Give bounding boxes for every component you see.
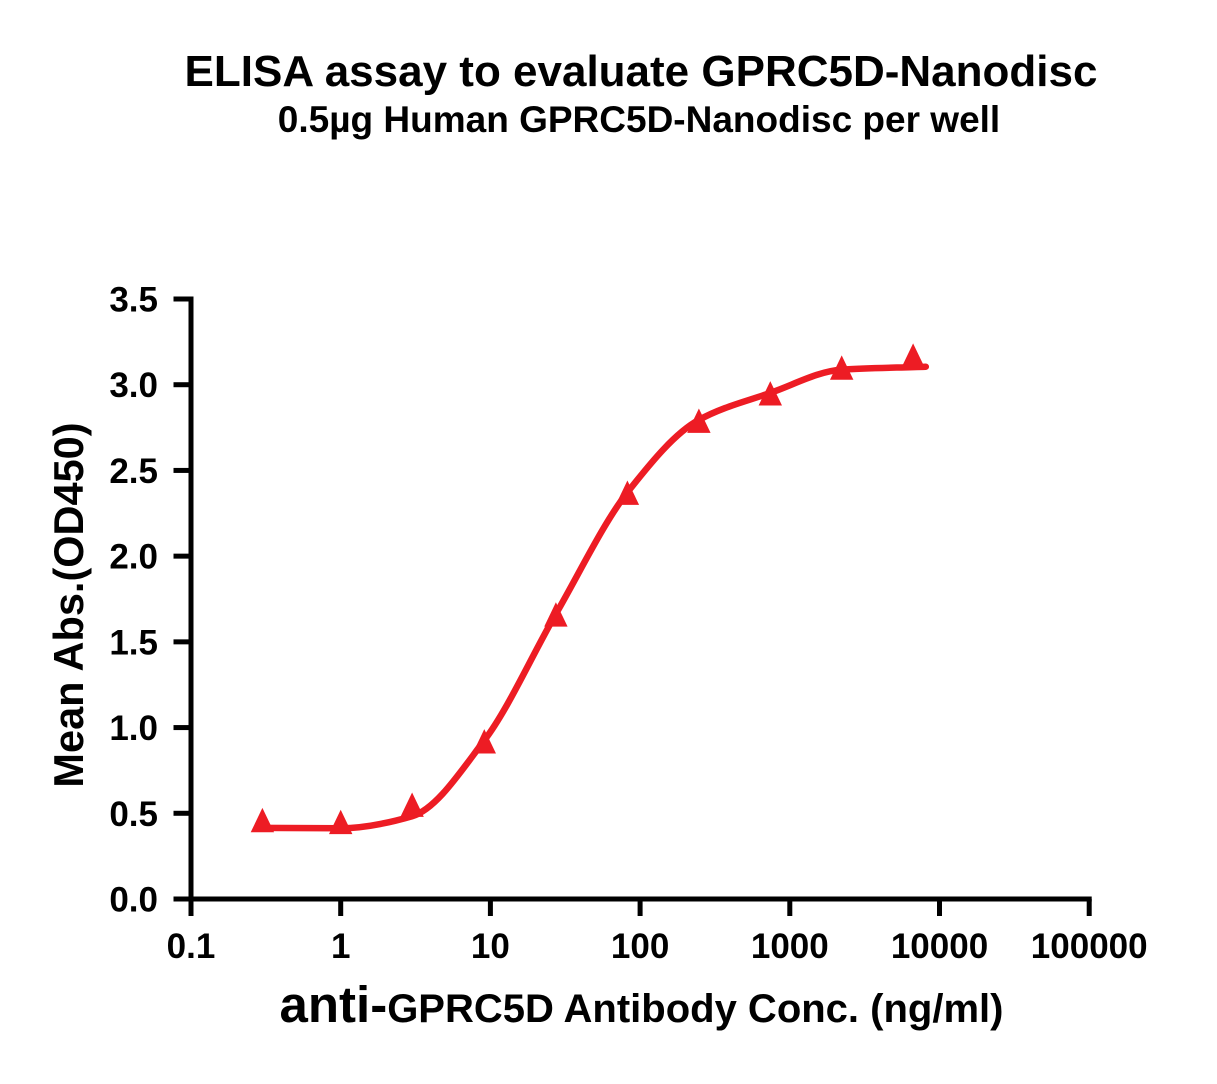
x-axis-title: anti-GPRC5D Antibody Conc. (ng/ml) <box>280 976 1004 1033</box>
chart-subtitle: 0.5µg Human GPRC5D-Nanodisc per well <box>278 99 1000 140</box>
y-tick-label: 0.0 <box>109 881 158 920</box>
data-point-marker <box>687 408 711 433</box>
x-tick-label: 1 <box>331 927 350 966</box>
x-tick <box>937 899 942 916</box>
x-tick-label: 1000 <box>751 927 829 966</box>
x-tick <box>487 899 493 916</box>
data-point-marker <box>901 343 925 368</box>
x-tick <box>787 899 793 916</box>
y-tick <box>173 467 191 473</box>
data-point-marker <box>758 381 782 406</box>
data-point-marker <box>329 809 353 835</box>
x-axis-title-prefix: anti- <box>280 976 388 1033</box>
plot-area: 0.1 1 10 100 1000 10000 100000 0.0 0.5 1.0 1.5 2.0 2… <box>109 281 1147 967</box>
data-point-marker <box>615 480 640 505</box>
y-tick <box>173 553 191 559</box>
fit-curve <box>254 363 930 832</box>
y-tick-label: 2.0 <box>109 538 158 577</box>
x-tick <box>338 899 344 916</box>
y-tick <box>173 639 191 645</box>
x-tick <box>637 899 643 916</box>
y-tick <box>173 810 191 816</box>
y-tick-label: 1.5 <box>109 623 158 662</box>
y-tick <box>173 296 191 302</box>
data-point-marker <box>830 355 854 380</box>
x-tick-label: 10 <box>471 927 510 966</box>
y-tick-label: 3.0 <box>109 366 158 405</box>
data-point-marker <box>250 807 275 833</box>
data-point-marker <box>400 792 424 817</box>
y-axis-line <box>188 296 194 916</box>
y-tick-label: 3.5 <box>109 281 158 320</box>
data-point-marker <box>472 729 496 754</box>
data-point-marker <box>544 602 568 627</box>
x-tick-label: 0.1 <box>167 927 216 966</box>
y-tick-label: 2.5 <box>109 452 158 491</box>
x-tick-label: 100000 <box>1031 927 1148 966</box>
y-axis-title: Mean Abs.(OD450) <box>45 422 92 787</box>
y-tick <box>173 382 191 388</box>
x-tick-label: 10000 <box>891 927 988 966</box>
y-tick <box>173 725 191 731</box>
x-tick-label: 100 <box>611 927 669 966</box>
y-tick-label: 0.5 <box>109 795 158 834</box>
y-tick-label: 1.0 <box>109 709 158 748</box>
chart-title: ELISA assay to evaluate GPRC5D-Nanodisc <box>185 47 1098 96</box>
y-tick <box>173 896 191 902</box>
x-tick <box>1086 899 1092 916</box>
x-tick <box>188 899 194 916</box>
x-axis-title-rest: GPRC5D Antibody Conc. (ng/ml) <box>387 987 1003 1031</box>
